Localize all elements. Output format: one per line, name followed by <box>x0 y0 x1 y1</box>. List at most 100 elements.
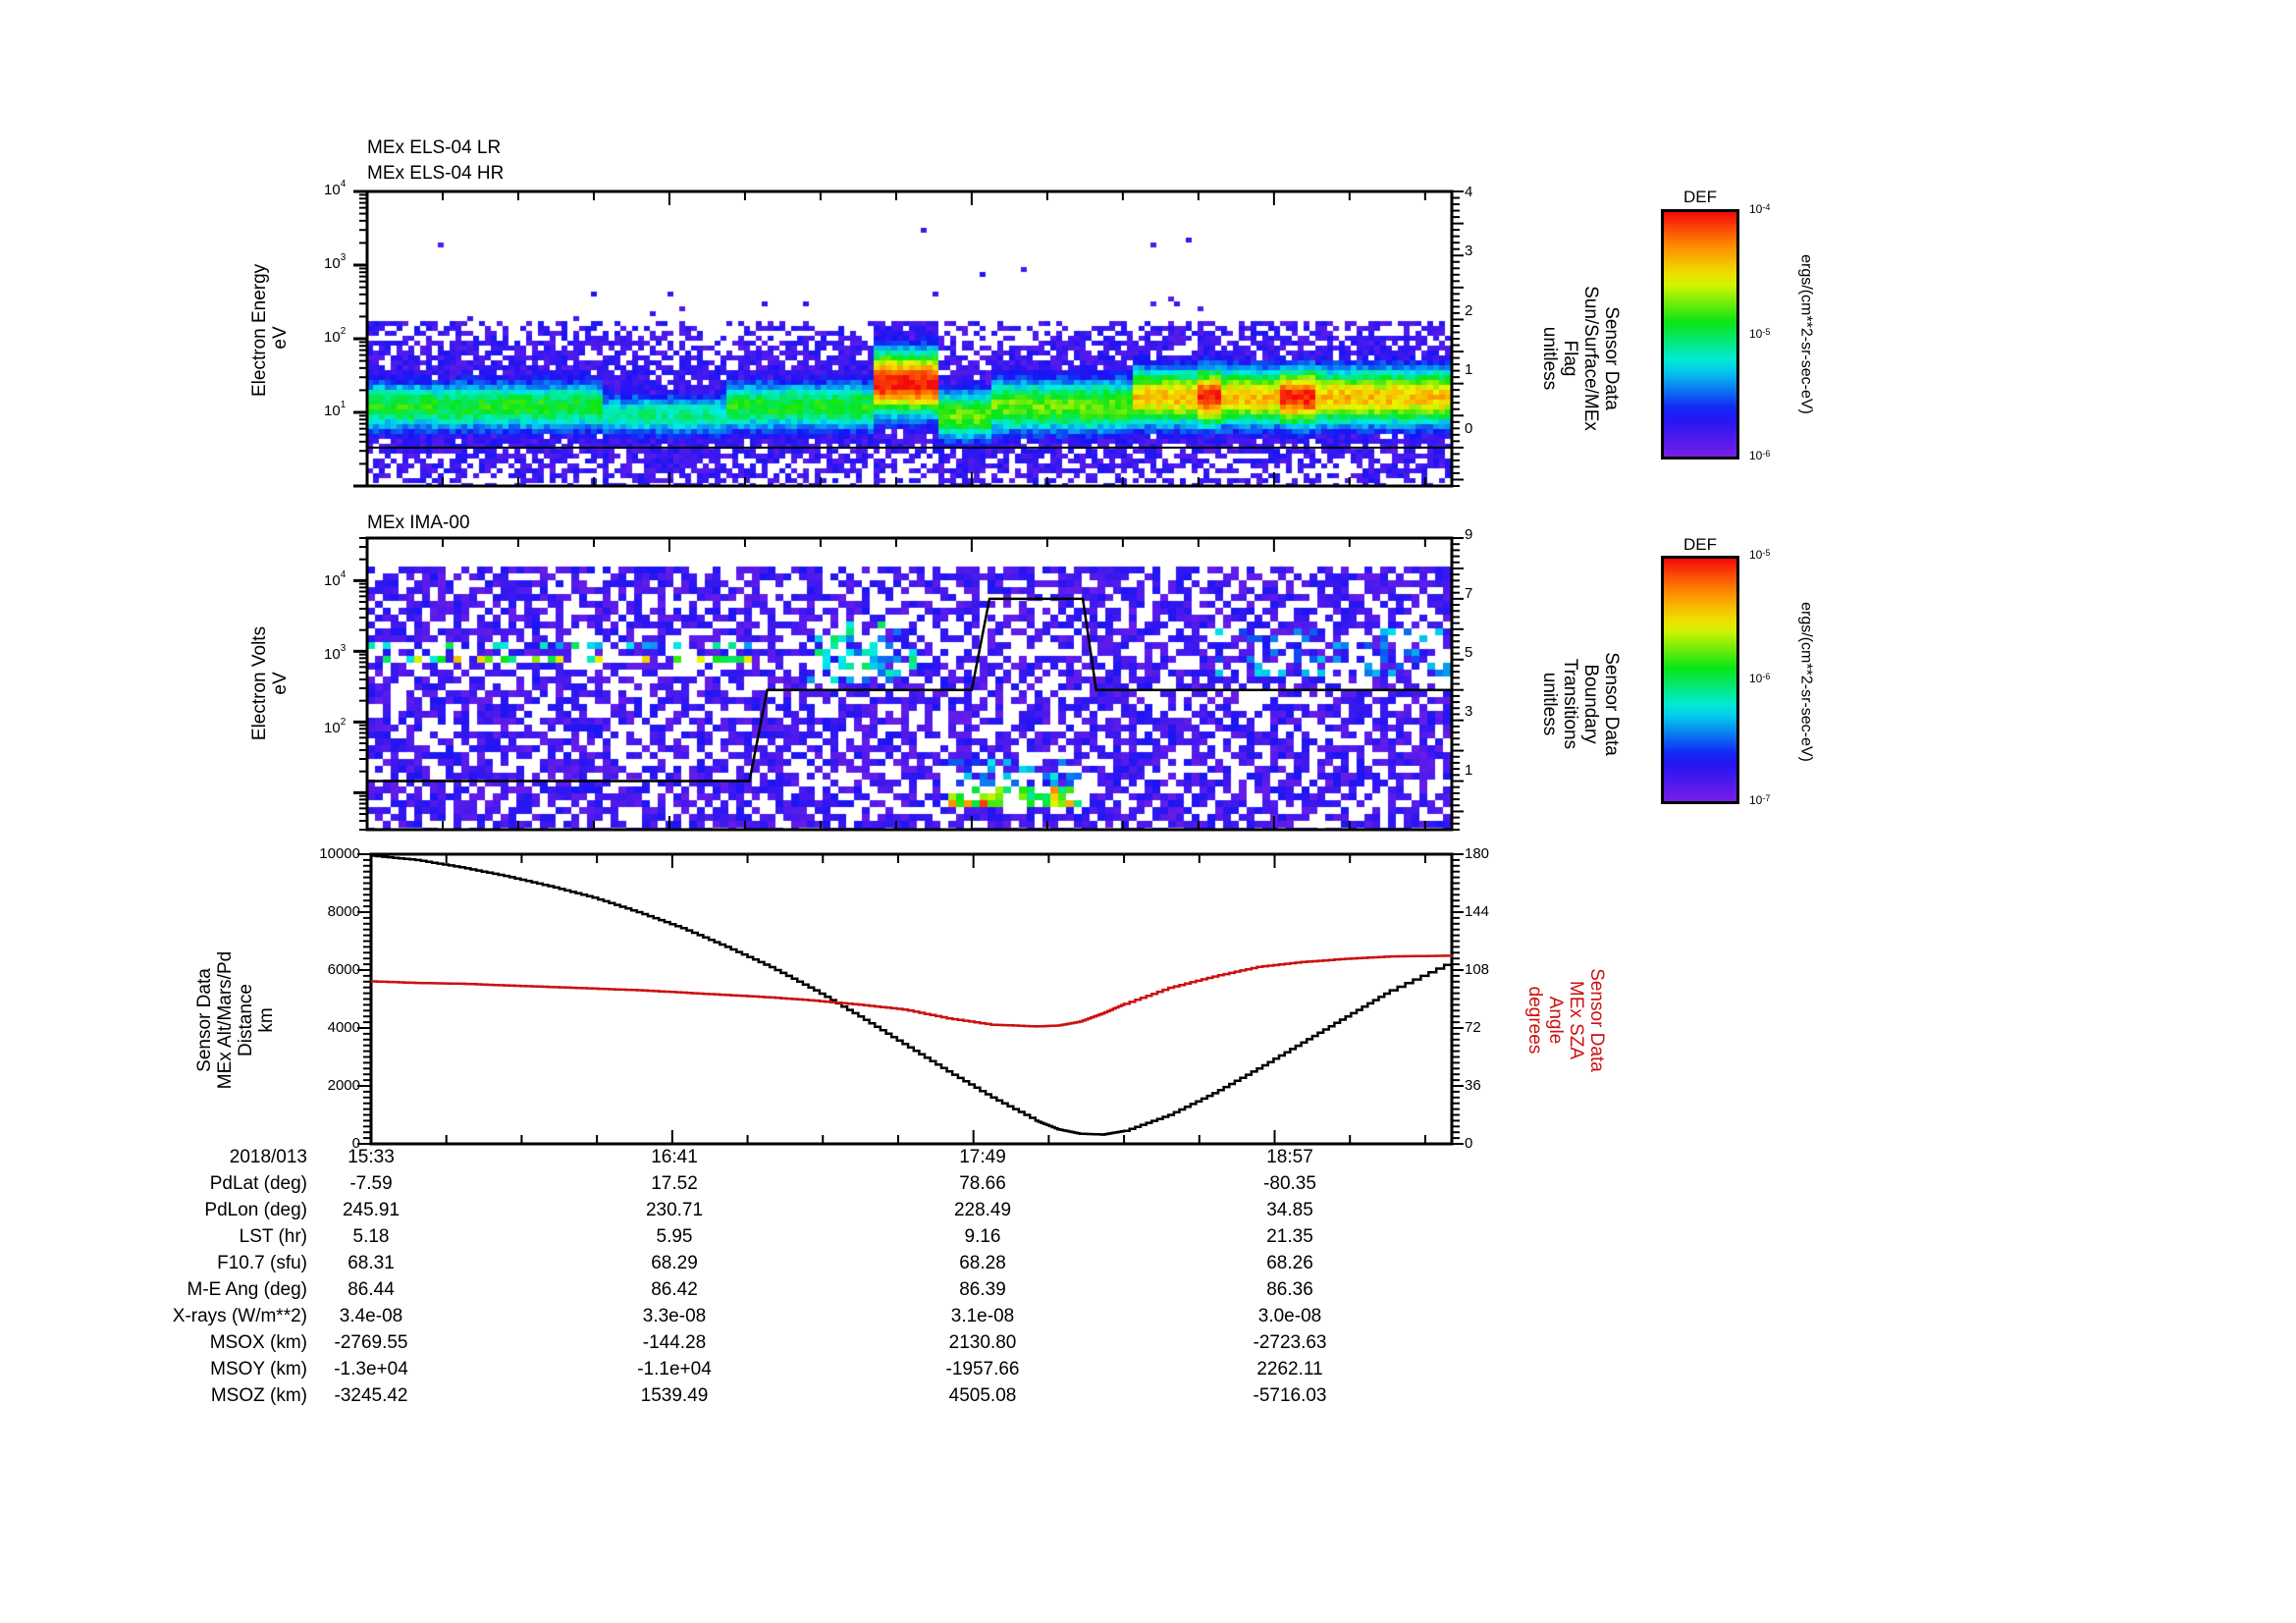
ephemeris-cell: 5.18 <box>352 1226 390 1247</box>
ephemeris-row: 2018/013 15:33 16:41 17:49 18:57 <box>0 1147 2296 1173</box>
ephemeris-cell: 86.42 <box>651 1279 698 1300</box>
ephemeris-row-label: MSOZ (km) <box>210 1385 307 1406</box>
ephem-y2tick-36: 36 <box>1465 1077 1481 1094</box>
ephemeris-row-label: MSOX (km) <box>209 1332 307 1353</box>
ima-colorbar-min: 10-7 <box>1749 793 1771 807</box>
ephemeris-row-label: PdLat (deg) <box>209 1173 307 1194</box>
ephemeris-cell: 78.66 <box>959 1173 1006 1194</box>
ephemeris-cell: 2130.80 <box>948 1332 1017 1353</box>
ephemeris-cell: 230.71 <box>645 1200 704 1220</box>
ephemeris-cell: -3245.42 <box>334 1385 408 1406</box>
ephemeris-cell: 228.49 <box>953 1200 1012 1220</box>
ima-y2tick-3: 3 <box>1465 703 1473 720</box>
ephemeris-cell: 16:41 <box>651 1147 698 1167</box>
els-colorbar-max: 10-4 <box>1749 202 1771 216</box>
ephem-ytick-6000: 6000 <box>327 961 360 978</box>
ephemeris-cell: 86.36 <box>1266 1279 1313 1300</box>
ephemeris-cell: 245.91 <box>342 1200 400 1220</box>
els-colorbar-title: DEF <box>1683 188 1717 206</box>
ephemeris-cell: 3.0e-08 <box>1257 1306 1322 1326</box>
ephemeris-row: MSOY (km) -1.3e+04 -1.1e+04 -1957.66 2262.11 <box>0 1359 2296 1385</box>
ephemeris-cell: 18:57 <box>1266 1147 1313 1167</box>
els-ytick-1e1: 101 <box>324 400 347 419</box>
ephemeris-cell: 86.39 <box>959 1279 1006 1300</box>
els-y2tick-4: 4 <box>1465 184 1473 200</box>
ima-colorbar-max: 10-5 <box>1749 548 1771 562</box>
ima-y2tick-7: 7 <box>1465 585 1473 602</box>
ima-ytick-1e3: 103 <box>324 643 347 663</box>
ephem-ytick-10000: 10000 <box>319 845 360 862</box>
ephem-ytick-2000: 2000 <box>327 1077 360 1094</box>
ephemeris-cell: -80.35 <box>1263 1173 1316 1194</box>
els-colorbar-mid: 10-5 <box>1749 327 1771 341</box>
ephem-y2tick-0: 0 <box>1465 1135 1473 1152</box>
ephemeris-cell: 17:49 <box>959 1147 1006 1167</box>
ephemeris-cell: 4505.08 <box>948 1385 1017 1406</box>
ephemeris-cell: 68.31 <box>347 1253 395 1273</box>
ephemeris-cell: -1.1e+04 <box>637 1359 712 1380</box>
ephem-ytick-4000: 4000 <box>327 1019 360 1036</box>
ephemeris-cell: -5716.03 <box>1253 1385 1327 1406</box>
ima-colorbar-title: DEF <box>1683 535 1717 554</box>
els-title-hr: MEx ELS-04 HR <box>367 163 505 184</box>
ephemeris-row-label: PdLon (deg) <box>204 1200 307 1220</box>
els-spectrogram <box>367 193 1452 485</box>
ephemeris-cell: 68.28 <box>959 1253 1006 1273</box>
ephemeris-cell: 86.44 <box>347 1279 395 1300</box>
ima-y2tick-5: 5 <box>1465 644 1473 661</box>
ephemeris-row: F10.7 (sfu) 68.31 68.29 68.28 68.26 <box>0 1253 2296 1279</box>
ephem-y2label: Sensor Data MEx SZA Angle degrees <box>1524 968 1607 1072</box>
ephem-y2tick-72: 72 <box>1465 1019 1481 1036</box>
ephemeris-cell: -1957.66 <box>945 1359 1020 1380</box>
ima-y2tick-9: 9 <box>1465 526 1473 543</box>
ephemeris-row-label: LST (hr) <box>239 1226 307 1247</box>
ephemeris-cell: 3.3e-08 <box>642 1306 707 1326</box>
ephemeris-row: MSOZ (km) -3245.42 1539.49 4505.08 -5716.03 <box>0 1385 2296 1412</box>
ephemeris-row: LST (hr) 5.18 5.95 9.16 21.35 <box>0 1226 2296 1253</box>
ephemeris-cell: -144.28 <box>642 1332 707 1353</box>
els-ytick-1e4: 104 <box>324 179 347 198</box>
els-colorbar <box>1661 209 1739 460</box>
ephemeris-cell: 3.1e-08 <box>950 1306 1015 1326</box>
ima-title: MEx IMA-00 <box>367 513 470 533</box>
els-ytick-1e3: 103 <box>324 252 347 272</box>
els-colorbar-min: 10-6 <box>1749 449 1771 462</box>
ephemeris-cell: 9.16 <box>964 1226 1001 1247</box>
ephemeris-cell: 17.52 <box>651 1173 698 1194</box>
ephemeris-row-label: M-E Ang (deg) <box>187 1279 308 1300</box>
ima-y2tick-1: 1 <box>1465 762 1473 779</box>
els-y2tick-0: 0 <box>1465 420 1473 437</box>
ephemeris-cell: -1.3e+04 <box>334 1359 408 1380</box>
ima-colorbar-mid: 10-6 <box>1749 672 1771 685</box>
ephemeris-row: X-rays (W/m**2) 3.4e-08 3.3e-08 3.1e-08 3.0e… <box>0 1306 2296 1332</box>
ephemeris-cell: -7.59 <box>349 1173 393 1194</box>
sza-line <box>371 954 1454 1028</box>
ephem-ytick-8000: 8000 <box>327 903 360 920</box>
els-ytick-1e2: 102 <box>324 326 347 346</box>
ima-ytick-1e4: 104 <box>324 569 347 589</box>
ephem-y2tick-108: 108 <box>1465 961 1490 978</box>
ephemeris-cell: 15:33 <box>347 1147 395 1167</box>
els-y2tick-3: 3 <box>1465 243 1473 259</box>
ephemeris-cell: 21.35 <box>1266 1226 1313 1247</box>
els-y2tick-2: 2 <box>1465 302 1473 319</box>
ima-colorbar <box>1661 556 1739 804</box>
ephem-y2tick-144: 144 <box>1465 903 1490 920</box>
ephem-y2tick-180: 180 <box>1465 845 1490 862</box>
els-title-lr: MEx ELS-04 LR <box>367 137 502 158</box>
ephemeris-cell: 1539.49 <box>640 1385 709 1406</box>
els-y2tick-1: 1 <box>1465 361 1473 378</box>
ephemeris-row-label: F10.7 (sfu) <box>217 1253 307 1273</box>
altitude-line <box>371 854 1454 1136</box>
ephemeris-cell: 3.4e-08 <box>339 1306 403 1326</box>
ephemeris-row: MSOX (km) -2769.55 -144.28 2130.80 -2723.63 <box>0 1332 2296 1359</box>
ephemeris-cell: 5.95 <box>656 1226 693 1247</box>
ephemeris-row-label: MSOY (km) <box>210 1359 307 1380</box>
ephemeris-row: PdLat (deg) -7.59 17.52 78.66 -80.35 <box>0 1173 2296 1200</box>
ephemeris-cell: 2262.11 <box>1256 1359 1323 1380</box>
ima-ytick-1e2: 102 <box>324 717 347 736</box>
ephem-ylabel: Sensor Data MEx Alt/Mars/Pd Distance km <box>194 950 277 1090</box>
